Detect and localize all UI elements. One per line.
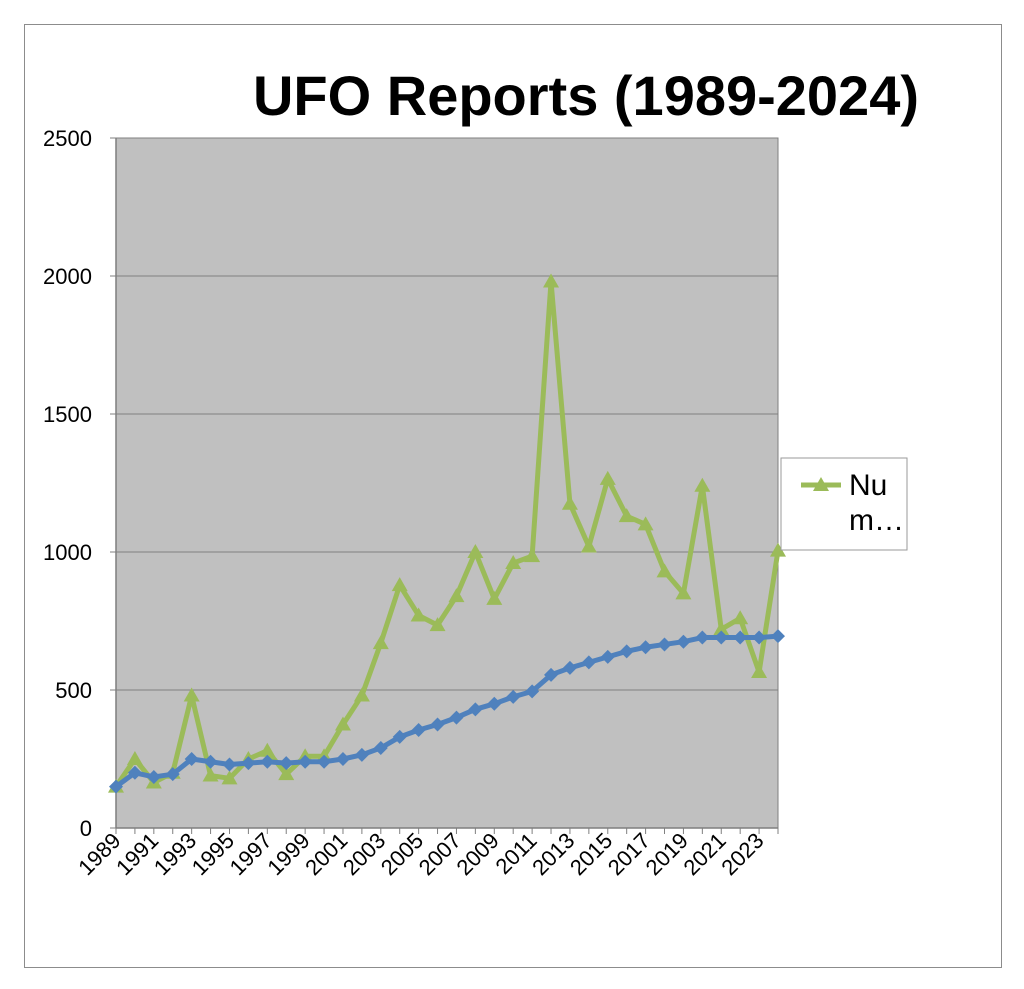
data-point-series-1 <box>561 495 578 510</box>
y-tick-label: 500 <box>55 678 92 703</box>
line-chart: UFO Reports (1989-2024) 0 500 1000 1500 2000… <box>43 64 919 880</box>
legend-label: Nu <box>849 469 887 502</box>
data-point-series-2 <box>411 723 426 738</box>
data-point-series-1 <box>429 617 446 632</box>
data-point-series-2 <box>279 756 294 771</box>
data-point-series-2 <box>222 757 237 772</box>
data-point-series-2 <box>752 630 767 645</box>
data-point-series-2 <box>525 684 540 699</box>
data-point-series-2 <box>184 752 199 766</box>
data-point-series-1 <box>770 542 786 557</box>
data-point-series-2 <box>581 655 596 670</box>
data-point-series-1 <box>448 588 465 603</box>
x-tick-label: 2023 <box>716 828 768 880</box>
data-point-series-1 <box>410 607 427 622</box>
data-point-series-2 <box>109 779 123 794</box>
data-point-series-2 <box>506 689 521 704</box>
x-tick-label: 1997 <box>225 828 277 880</box>
data-point-series-2 <box>638 640 653 655</box>
data-point-series-1 <box>694 477 711 492</box>
x-tick-label: 2021 <box>678 828 730 880</box>
data-point-series-2 <box>335 752 350 766</box>
legend-swatch-marker <box>813 477 829 491</box>
data-point-series-2 <box>733 630 748 645</box>
data-point-series-2 <box>695 630 710 645</box>
x-tick-label: 2003 <box>338 828 390 880</box>
data-point-series-1 <box>391 577 408 592</box>
x-tick-label: 2017 <box>603 828 655 880</box>
data-point-series-2 <box>392 729 407 744</box>
data-point-series-1 <box>543 273 560 288</box>
data-point-series-1 <box>467 544 484 558</box>
data-point-series-1 <box>618 508 635 523</box>
chart-frame: UFO Reports (1989-2024) 0 500 1000 1500 2000… <box>24 24 1002 968</box>
data-point-series-2 <box>619 644 634 659</box>
data-point-series-1 <box>656 563 673 578</box>
data-point-series-2 <box>146 769 161 784</box>
data-point-series-2 <box>260 754 275 769</box>
x-tick-label: 2011 <box>491 828 542 879</box>
data-point-series-1 <box>580 538 597 553</box>
data-point-series-2 <box>657 637 672 652</box>
x-tick-label: 2015 <box>565 828 617 880</box>
data-point-series-1 <box>372 635 389 650</box>
data-point-series-1 <box>599 470 616 485</box>
x-tick-label: 1991 <box>111 828 163 880</box>
data-point-series-2 <box>241 756 256 771</box>
data-point-series-1 <box>183 687 200 702</box>
data-point-series-1 <box>278 766 295 781</box>
data-point-series-2 <box>600 649 615 664</box>
x-tick-label: 1999 <box>262 828 314 880</box>
chart-title: UFO Reports (1989-2024) <box>253 64 919 127</box>
legend-box <box>780 457 908 551</box>
data-point-series-2 <box>562 660 577 675</box>
data-point-series-2 <box>449 710 464 725</box>
x-tick-label: 2019 <box>641 828 693 880</box>
data-point-series-2 <box>676 634 691 649</box>
data-point-series-1 <box>505 555 522 570</box>
data-point-series-2 <box>203 754 218 769</box>
y-tick-label: 1500 <box>43 402 92 427</box>
data-point-series-2 <box>771 629 785 644</box>
x-tick-label: 1993 <box>149 828 201 880</box>
y-tick-label: 1000 <box>43 540 92 565</box>
data-point-series-2 <box>714 630 729 645</box>
data-point-series-1 <box>334 716 351 731</box>
data-point-series-1 <box>353 687 370 702</box>
data-point-series-1 <box>221 770 238 785</box>
data-point-series-1 <box>637 516 654 531</box>
y-tick-label: 2500 <box>43 126 92 151</box>
data-point-series-1 <box>259 742 276 757</box>
data-point-series-1 <box>202 767 219 782</box>
data-point-series-1 <box>524 548 541 563</box>
y-tick-label: 2000 <box>43 264 92 289</box>
data-point-series-2 <box>430 717 445 732</box>
plot-area <box>115 137 779 829</box>
data-point-series-2 <box>373 740 388 755</box>
x-tick-label: 2009 <box>452 828 504 880</box>
data-point-series-1 <box>713 621 730 636</box>
data-point-series-2 <box>468 702 483 717</box>
y-tick-label: 0 <box>80 816 92 841</box>
data-point-series-2 <box>298 754 313 769</box>
data-point-series-2 <box>487 696 502 711</box>
x-tick-label: 2007 <box>414 828 466 880</box>
data-point-series-2 <box>354 747 369 762</box>
x-tick-label: 1995 <box>187 828 239 880</box>
data-point-series-2 <box>165 767 180 782</box>
x-tick-label: 2013 <box>527 828 579 880</box>
data-point-series-1 <box>732 610 749 625</box>
data-point-series-2 <box>317 754 332 769</box>
data-point-series-1 <box>751 664 768 679</box>
data-point-series-1 <box>126 751 143 765</box>
x-tick-label: 2001 <box>300 828 352 880</box>
legend-label-continuation: m… <box>849 504 904 537</box>
data-point-series-1 <box>486 590 503 605</box>
data-point-series-2 <box>544 667 559 682</box>
data-point-series-1 <box>675 585 692 600</box>
x-tick-label: 2005 <box>376 828 428 880</box>
